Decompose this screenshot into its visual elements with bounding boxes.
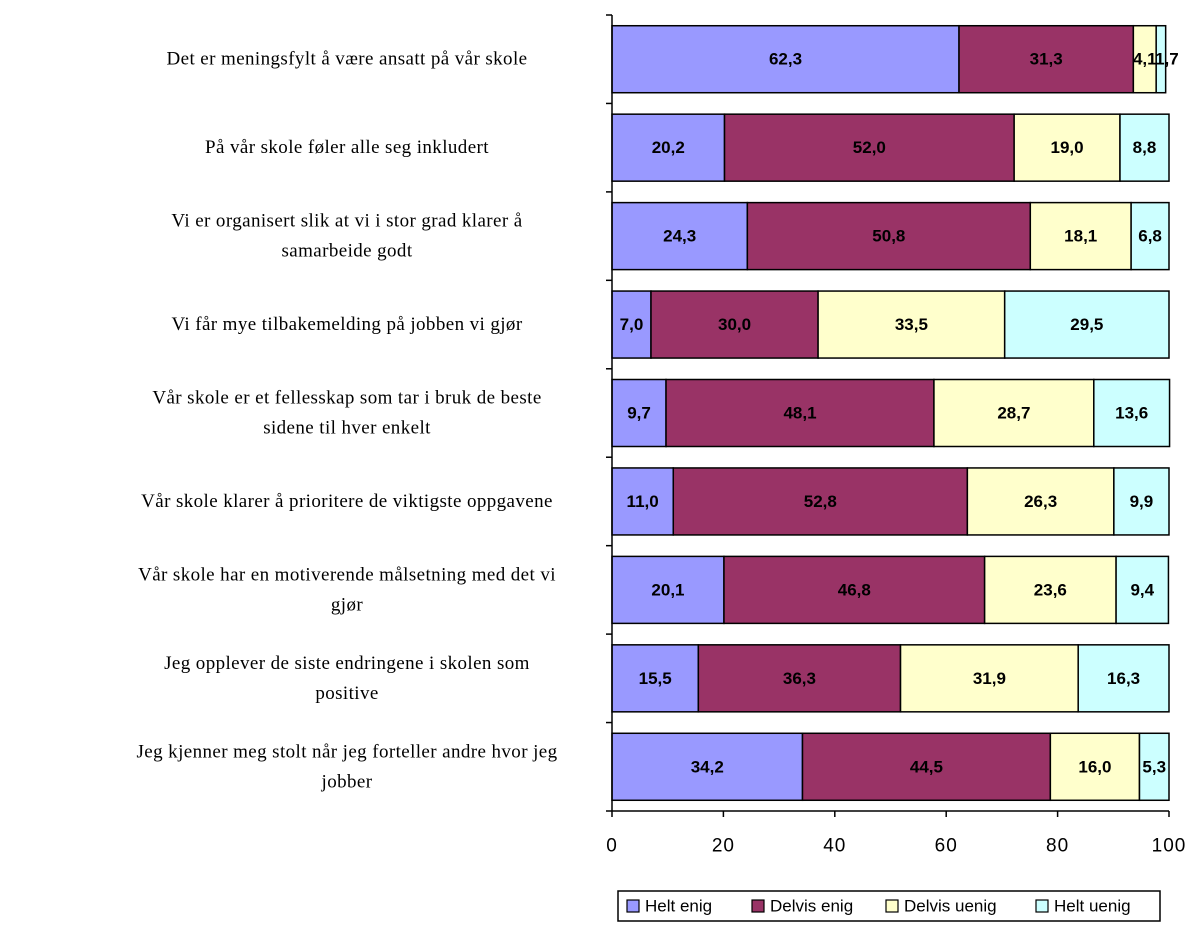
data-label: 9,7 [627, 404, 651, 423]
data-label: 33,5 [895, 315, 928, 334]
axes: 0 20 40 60 80 100 [606, 14, 1187, 857]
data-label: 52,0 [853, 138, 886, 157]
legend-label: Delvis enig [770, 897, 853, 916]
data-label: 19,0 [1051, 138, 1084, 157]
bar-segment [801, 732, 1052, 802]
bar-segment [899, 644, 1079, 713]
data-label: 4,1 [1133, 50, 1157, 69]
data-label: 24,3 [663, 227, 696, 246]
data-label: 18,1 [1064, 227, 1097, 246]
legend-swatch [751, 899, 765, 913]
category-label: Jeg kjenner meg stolt når jeg forteller … [137, 741, 558, 762]
bar-segment [697, 644, 902, 713]
bars [611, 24, 1171, 802]
bar-segment [958, 24, 1135, 94]
category-label: samarbeide godt [281, 241, 412, 262]
bar-segment [611, 24, 960, 94]
category-labels: Det er meningsfylt å være ansatt på vår … [137, 49, 558, 793]
bar-segment [611, 644, 700, 713]
data-label: 34,2 [691, 757, 724, 776]
data-label: 52,8 [804, 492, 837, 511]
data-label: 28,7 [997, 404, 1030, 423]
data-label: 30,0 [718, 315, 751, 334]
x-tick-label: 100 [1152, 836, 1187, 857]
data-label: 50,8 [872, 227, 905, 246]
data-label: 6,8 [1138, 227, 1162, 246]
data-label: 44,5 [910, 757, 943, 776]
bar-segment [1115, 555, 1170, 625]
x-tick-label: 20 [712, 836, 735, 857]
bar-segment [1029, 201, 1132, 271]
bar-segment [1013, 113, 1121, 182]
legend-swatch [1035, 899, 1049, 913]
data-label: 8,8 [1133, 138, 1157, 157]
bar-segment [611, 467, 675, 536]
bar-segment [672, 467, 969, 536]
x-tick-label: 80 [1046, 836, 1069, 857]
category-label: jobber [321, 771, 373, 792]
data-label: 31,9 [973, 669, 1006, 688]
data-label: 62,3 [769, 50, 802, 69]
legend-swatch [885, 899, 899, 913]
category-label: Vår skole er et fellesskap som tar i bru… [152, 388, 541, 409]
data-label: 16,3 [1107, 669, 1140, 688]
data-label: 13,6 [1115, 404, 1148, 423]
category-label: Vår skole klarer å prioritere de viktigs… [141, 491, 553, 512]
category-label: Vi er organisert slik at vi i stor grad … [171, 211, 522, 232]
x-tick-label: 60 [935, 836, 958, 857]
category-label: Vi får mye tilbakemelding på jobben vi g… [171, 314, 522, 335]
data-label: 36,3 [783, 669, 816, 688]
bar-segment [723, 113, 1015, 182]
bar-segment [1130, 201, 1170, 271]
bar-segment [1077, 644, 1170, 713]
data-label: 20,1 [651, 580, 684, 599]
legend-label: Helt uenig [1054, 897, 1131, 916]
bar-segment [1113, 467, 1170, 536]
category-label: sidene til hver enkelt [263, 418, 431, 439]
bar-segment [1049, 732, 1141, 802]
bar-segment [665, 378, 935, 448]
data-label: 15,5 [639, 669, 672, 688]
data-label: 31,3 [1030, 50, 1063, 69]
bar-segment [611, 290, 652, 359]
x-tick-label: 40 [823, 836, 846, 857]
bar-segment [723, 555, 986, 625]
category-label: På vår skole føler alle seg inkludert [205, 137, 489, 158]
bar-segment [1003, 290, 1170, 359]
data-label: 5,3 [1142, 757, 1166, 776]
data-label: 9,4 [1130, 580, 1154, 599]
x-tick-label: 0 [606, 836, 618, 857]
bar-segment [746, 201, 1032, 271]
legend: Helt enig Delvis enig Delvis uenig Helt uen… [617, 890, 1161, 922]
bar-segment [983, 555, 1117, 625]
data-label: 9,9 [1130, 492, 1154, 511]
data-label: 16,0 [1078, 757, 1111, 776]
data-label: 29,5 [1070, 315, 1103, 334]
bar-segment [933, 378, 1095, 448]
category-label: positive [315, 683, 378, 704]
bar-segment [1093, 378, 1171, 448]
data-label: 26,3 [1024, 492, 1057, 511]
bar-segment [650, 290, 819, 359]
data-label: 7,0 [620, 315, 644, 334]
category-label: Jeg opplever de siste endringene i skole… [164, 653, 530, 674]
data-label: 11,0 [627, 492, 659, 511]
category-label: Det er meningsfylt å være ansatt på vår … [167, 49, 528, 70]
legend-label: Delvis uenig [904, 897, 997, 916]
bar-segment [1155, 24, 1167, 94]
category-label: gjør [331, 594, 363, 615]
data-label: 20,2 [652, 138, 685, 157]
data-label: 48,1 [783, 404, 816, 423]
bar-segment [611, 201, 749, 271]
bar-segment [1138, 732, 1170, 802]
category-label: Vår skole har en motiverende målsetning … [138, 564, 556, 585]
legend-label: Helt enig [645, 897, 712, 916]
bar-segment [1119, 113, 1170, 182]
data-label: 1,7 [1155, 50, 1179, 69]
data-label: 23,6 [1034, 580, 1067, 599]
legend-swatch [626, 899, 640, 913]
data-labels: 62,3 31,3 4,11,7 20,2 52,0 19,0 8,8 24,3 50,8 18,… [620, 50, 1179, 777]
data-label: 46,8 [838, 580, 871, 599]
